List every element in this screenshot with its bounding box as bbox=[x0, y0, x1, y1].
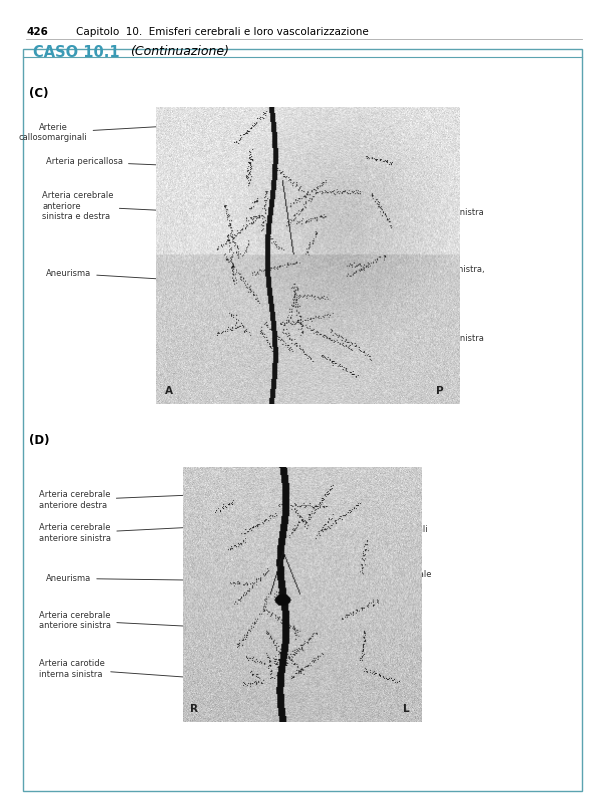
Text: Arteria cerebrale
anteriore sinistra: Arteria cerebrale anteriore sinistra bbox=[39, 523, 185, 543]
Text: A: A bbox=[165, 386, 173, 396]
Text: Arteria cerebrale
anteriore sinistra: Arteria cerebrale anteriore sinistra bbox=[39, 611, 183, 630]
Text: Arteria carotide esterna sinistra: Arteria carotide esterna sinistra bbox=[278, 334, 483, 359]
Text: Arteria carotide
interna sinistra: Arteria carotide interna sinistra bbox=[39, 659, 183, 679]
Text: (Continuazione): (Continuazione) bbox=[130, 45, 229, 58]
Text: Arteria cerebrale
media sinistra: Arteria cerebrale media sinistra bbox=[299, 570, 431, 590]
Text: Aneurisma: Aneurisma bbox=[46, 574, 185, 583]
Text: Capitolo  10.  Emisferi cerebrali e loro vascolarizzazione: Capitolo 10. Emisferi cerebrali e loro v… bbox=[76, 27, 368, 36]
Text: Arteria cerebrale
anteriore
sinistra e destra: Arteria cerebrale anteriore sinistra e d… bbox=[42, 192, 157, 221]
Text: Arteria carotide interna sinistra,
tratto petroso: Arteria carotide interna sinistra, tratt… bbox=[283, 265, 485, 284]
Text: (D): (D) bbox=[29, 434, 50, 447]
Text: Arteria cerebrale media sinistra: Arteria cerebrale media sinistra bbox=[289, 208, 483, 218]
Text: 426: 426 bbox=[26, 27, 48, 36]
Text: P: P bbox=[436, 386, 443, 396]
Text: Arteria cerebrale
anteriore destra: Arteria cerebrale anteriore destra bbox=[39, 490, 186, 510]
Text: L: L bbox=[402, 704, 409, 714]
FancyBboxPatch shape bbox=[23, 49, 582, 791]
Text: CASO 10.1: CASO 10.1 bbox=[33, 45, 120, 61]
Text: Arteria pericallosa: Arteria pericallosa bbox=[46, 157, 159, 167]
Text: (C): (C) bbox=[29, 87, 48, 100]
Text: Arterie
callosomarginali: Arterie callosomarginali bbox=[19, 123, 163, 142]
Text: Aneurisma: Aneurisma bbox=[46, 269, 159, 279]
Text: Arterie
lenticolostraitali: Arterie lenticolostraitali bbox=[306, 515, 428, 534]
Text: R: R bbox=[190, 704, 198, 714]
